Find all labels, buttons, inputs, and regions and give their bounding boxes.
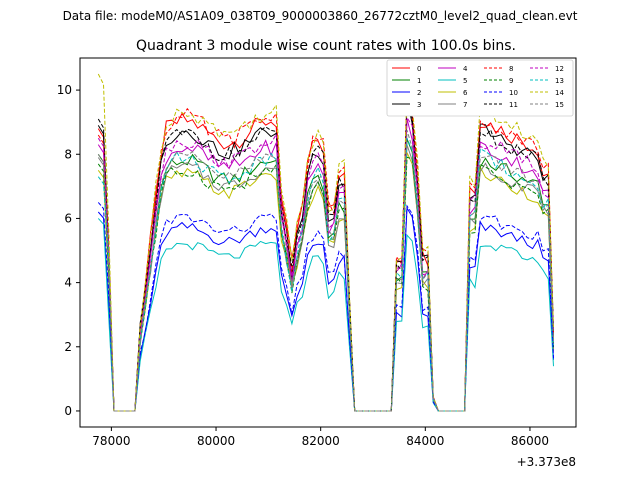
legend-label: 13 <box>555 77 564 85</box>
plot-lines <box>97 73 554 412</box>
y-tick-label: 4 <box>64 276 72 290</box>
plot-frame <box>79 57 577 428</box>
y-tick-label: 0 <box>64 404 72 418</box>
series-line-15 <box>97 130 554 412</box>
series-line-9 <box>97 156 554 412</box>
legend-label: 10 <box>509 89 518 97</box>
x-tick-label: 84000 <box>406 434 444 448</box>
y-tick-label: 10 <box>57 83 72 97</box>
legend-label: 11 <box>509 101 518 109</box>
legend-label: 4 <box>463 65 468 73</box>
legend-label: 12 <box>555 65 564 73</box>
y-tick-label: 8 <box>64 147 72 161</box>
chart-title: Quadrant 3 module wise count rates with … <box>136 38 516 54</box>
series-line-2 <box>97 206 554 412</box>
legend-label: 6 <box>463 89 468 97</box>
series-line-10 <box>97 202 554 412</box>
figure-suptitle: Data file: modeM0/AS1A09_038T09_90000038… <box>63 9 578 23</box>
legend-label: 0 <box>417 65 421 73</box>
x-tick-label: 78000 <box>92 434 130 448</box>
x-tick-label: 82000 <box>302 434 340 448</box>
legend-label: 1 <box>417 77 421 85</box>
legend-label: 8 <box>509 65 513 73</box>
y-tick-label: 6 <box>64 211 72 225</box>
legend-label: 7 <box>463 101 467 109</box>
x-tick-label: 80000 <box>197 434 235 448</box>
legend-label: 15 <box>555 101 564 109</box>
y-axis: 0 2 4 6 8 10 <box>57 83 80 418</box>
legend-label: 5 <box>463 77 467 85</box>
legend-label: 9 <box>509 77 513 85</box>
legend-label: 2 <box>417 89 421 97</box>
y-tick-label: 2 <box>64 340 72 354</box>
series-line-5 <box>97 218 554 412</box>
series-line-14 <box>97 73 554 412</box>
x-tick-label: 86000 <box>511 434 549 448</box>
legend-label: 3 <box>417 101 421 109</box>
x-axis: 78000 80000 82000 84000 86000 <box>92 427 549 448</box>
x-offset-label: +3.373e8 <box>517 455 576 469</box>
legend-label: 14 <box>555 89 564 97</box>
legend-box <box>386 59 574 117</box>
